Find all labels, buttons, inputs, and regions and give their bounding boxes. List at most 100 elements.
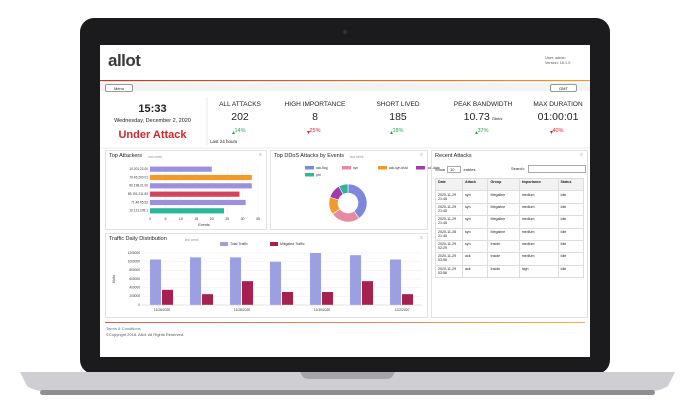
recent-attacks-table: Date Attack Group Importance Status 2020-11-2… (435, 177, 585, 279)
x-tick-label: 10 (179, 217, 183, 221)
menu-button[interactable]: Menu (105, 84, 134, 92)
panel-menu-icon: ≡ (420, 152, 423, 158)
camera (343, 30, 347, 34)
table-row: 2020-11-29 21:45 syn Megaline medium Idle (435, 215, 585, 229)
kpi-change: 37% (477, 128, 489, 134)
legend-label: syn (353, 166, 358, 170)
y-tick-label: 10.121.109.1 (129, 209, 148, 213)
kpi-number: 202 (231, 111, 249, 123)
y-tick-label: 1000000 (128, 260, 141, 264)
table-cell: Inside (487, 252, 520, 266)
x-tick-label: 12/2/2020 (395, 308, 410, 312)
table-row: 2020-11-28 21:45 syn Megaline medium Idle (435, 227, 585, 241)
legend-swatch (305, 173, 314, 177)
column-header: Group (487, 177, 520, 192)
y-tick-label: 80.198.21.00 (129, 184, 148, 188)
column-header: Status (557, 177, 585, 192)
x-tick-label: 11/30/2020 (314, 308, 330, 312)
kpi-unit: Gbit/s (491, 116, 503, 121)
panel-title: Top DDoS Attacks by Events (274, 153, 345, 159)
table-cell: 2020-11-29 03:56 (435, 252, 463, 266)
x-tick-label: 5 (164, 217, 166, 221)
donut-slice (338, 183, 349, 195)
table-row: 2020-11-29 02:29 syn Inside medium Idle (435, 239, 585, 254)
table-cell: 2020-11-29 02:29 (435, 239, 463, 254)
user-info: User: admin (545, 56, 566, 60)
column-header: Importance (518, 177, 559, 192)
trend-arrow (390, 131, 393, 134)
period: Last 24 hours (210, 139, 238, 144)
panel-title: Top Attackers (109, 153, 143, 159)
footer-rule (105, 322, 585, 323)
y-tick-label: 600000 (129, 277, 140, 281)
table-cell: 2020-11-29 21:45 (435, 202, 463, 217)
table-cell: medium (518, 190, 559, 204)
table-row: 2020-11-29 03:56 ack Inside medium Idle (435, 252, 585, 266)
menu-bar (100, 83, 590, 91)
legend-swatch (220, 242, 228, 246)
version-info: Version: 16.1.0 (545, 61, 571, 65)
kpi-change: 18% (392, 128, 404, 134)
y-tick-label: 89.191.211.83 (128, 192, 148, 196)
table-cell: syn (461, 215, 489, 229)
legend-label: Mitigated Traffic (280, 242, 305, 246)
table-cell: Idle (557, 190, 585, 204)
attack-state: Under Attack (118, 129, 187, 141)
dashboard-graphics: ≡ ≡ ≡ ≡ 0 5 10 15 20 25 30 35 Events 10.201.22.00 70.4… (100, 80, 590, 323)
panel-menu-icon: ≡ (580, 152, 583, 158)
bar (150, 191, 240, 197)
traffic-panel (105, 233, 428, 318)
kpi-value: 185 (358, 111, 438, 123)
bar (322, 292, 334, 305)
terms-link[interactable]: Terms & Conditions (106, 326, 141, 331)
y-tick-label: 71.46.95.52 (131, 200, 148, 204)
table-cell: Idle (557, 202, 585, 217)
y-axis-label: Kbits (112, 275, 116, 283)
table-cell: medium (518, 252, 559, 266)
bar (150, 208, 225, 214)
legend-swatch (305, 166, 314, 170)
search-label: Search: (511, 166, 525, 171)
trend-arrow (232, 131, 235, 134)
kpi-label: HIGH IMPORTANCE (284, 101, 346, 108)
panel-subtitle: last week (184, 237, 199, 242)
table-cell: Megaline (487, 202, 520, 217)
table-cell: Idle (557, 215, 585, 229)
panel-subtitle: last week (349, 154, 364, 159)
bar (150, 174, 252, 181)
panel-menu-icon: ≡ (420, 235, 423, 241)
bar (150, 183, 252, 189)
bar (202, 294, 214, 305)
table-cell: high (518, 264, 559, 279)
date: Wednesday, December 2, 2020 (114, 118, 191, 124)
table-cell: syn (461, 239, 489, 254)
panel-menu-icon: ≡ (259, 152, 262, 158)
bar (230, 257, 242, 305)
panel-title: Recent Attacks (435, 153, 472, 159)
table-cell: 2020-11-28 21:45 (435, 227, 463, 241)
table-cell: Inside (487, 264, 520, 279)
search-input[interactable] (528, 164, 586, 173)
kpi-number: 8 (312, 111, 318, 123)
timezone-select[interactable]: GMT (550, 84, 577, 92)
bar (190, 257, 202, 305)
table-row: 2020-11-29 21:45 syn Megaline medium Idle (435, 202, 585, 217)
table-cell: Idle (557, 252, 585, 266)
entries-select[interactable]: 10 (447, 166, 462, 173)
legend-swatch (416, 166, 425, 170)
kpi-change: 25% (309, 128, 321, 134)
kpi-value: 10.73 Gbit/s (443, 111, 523, 123)
bar (282, 292, 294, 305)
top-ddos-panel (270, 150, 428, 230)
table-cell: Idle (557, 264, 585, 279)
recent-attacks-panel (431, 150, 588, 318)
table-cell: medium (518, 239, 559, 254)
x-tick-label: 0 (149, 217, 151, 221)
y-tick-label: 0 (138, 303, 140, 307)
table-cell: ack (461, 264, 489, 279)
table-controls: Show 10 entries (435, 166, 475, 173)
y-tick-label: 10.201.22.00 (129, 167, 148, 171)
kpi-value: 202 (200, 111, 280, 123)
panel-title: Traffic Daily Distribution (109, 236, 167, 242)
